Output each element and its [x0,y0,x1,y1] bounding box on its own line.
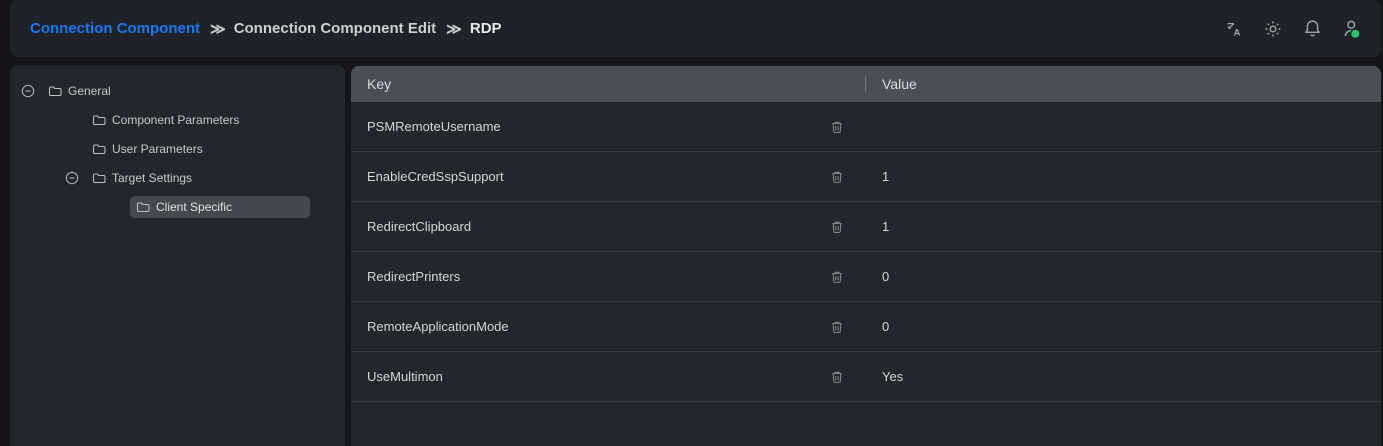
online-status-dot [1351,29,1360,38]
param-value: Yes [882,369,904,384]
breadcrumb-separator: ≫ [209,20,226,38]
breadcrumb-item-rdp: RDP [469,20,502,37]
folder-icon [92,171,106,185]
param-value: 0 [882,269,890,284]
top-bar: Connection Component ≫ Connection Compon… [10,0,1381,57]
tree-item-target-settings[interactable]: Target Settings [10,163,345,192]
tree-item-label: User Parameters [112,141,203,156]
translate-icon[interactable]: A [1222,17,1246,41]
table-row[interactable]: PSMRemoteUsername [351,102,1381,152]
tree-item-label: Client Specific [156,199,233,214]
collapse-toggle-icon[interactable] [20,83,36,99]
delete-icon[interactable] [827,317,847,337]
tree-item-label: Component Parameters [112,112,240,127]
param-key: EnableCredSspSupport [367,169,504,184]
param-key: RemoteApplicationMode [367,319,509,334]
column-header-value: Value [865,66,1381,102]
collapse-toggle-icon[interactable] [64,170,80,186]
param-key: RedirectPrinters [367,269,461,284]
param-value: 1 [882,169,890,184]
delete-icon[interactable] [827,217,847,237]
theme-icon[interactable] [1261,17,1285,41]
param-value: 0 [882,319,890,334]
param-key: PSMRemoteUsername [367,119,501,134]
selected-tree-node[interactable]: Client Specific [130,195,310,218]
tree-item-label: Target Settings [112,170,193,185]
table-row[interactable]: EnableCredSspSupport 1 [351,152,1381,202]
breadcrumb-link-connection-component[interactable]: Connection Component [30,20,200,37]
delete-icon[interactable] [827,367,847,387]
folder-icon [48,84,62,98]
user-icon[interactable] [1339,17,1363,41]
notifications-icon[interactable] [1300,17,1324,41]
folder-icon [136,200,150,214]
tree-item-general[interactable]: General [10,76,345,105]
tree-item-client-specific[interactable]: Client Specific [10,192,345,221]
column-divider [865,76,866,92]
delete-icon[interactable] [827,267,847,287]
table-row[interactable]: RedirectPrinters 0 [351,252,1381,302]
param-key: RedirectClipboard [367,219,472,234]
breadcrumb-separator: ≫ [446,20,462,38]
parameters-table: Key Value PSMRemoteUsername EnableCredSs… [351,66,1381,446]
column-header-key: Key [367,76,392,92]
folder-icon [92,113,106,127]
delete-icon[interactable] [827,167,847,187]
breadcrumb: Connection Component ≫ Connection Compon… [30,20,502,38]
table-header: Key Value [351,66,1381,102]
table-row[interactable]: UseMultimon Yes [351,352,1381,402]
param-key: UseMultimon [367,369,443,384]
delete-icon[interactable] [827,117,847,137]
tree-item-label: General [68,83,111,98]
table-row[interactable]: RedirectClipboard 1 [351,202,1381,252]
tree-item-user-parameters[interactable]: User Parameters [10,134,345,163]
param-value: 1 [882,219,890,234]
folder-icon [92,142,106,156]
breadcrumb-item-edit: Connection Component Edit [233,20,437,37]
topbar-actions: A [1222,17,1363,41]
sidebar-tree: General Component Parameters User Parame… [10,65,345,446]
tree-item-component-parameters[interactable]: Component Parameters [10,105,345,134]
svg-text:A: A [1234,27,1241,38]
table-row[interactable]: RemoteApplicationMode 0 [351,302,1381,352]
